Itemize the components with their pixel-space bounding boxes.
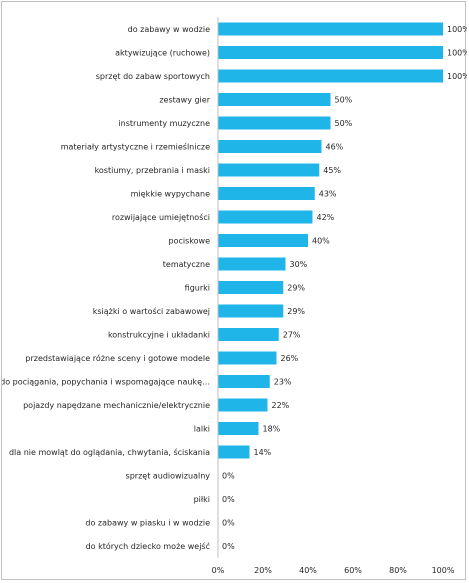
category-label: do których dziecko może wejść	[86, 541, 210, 551]
bars	[218, 22, 443, 459]
value-label: 23%	[274, 378, 292, 387]
category-label: do zabawy w piasku i w wodzie	[85, 519, 210, 528]
category-labels: do zabawy w wodzie aktywizujące (ruchowe)…	[2, 25, 211, 551]
x-tick-labels: 0% 20% 40% 60% 80% 100%	[212, 566, 455, 575]
category-label: lalki	[194, 425, 210, 434]
x-tick-label: 60%	[344, 566, 362, 575]
category-label: dla nie mowląt do oglądania, chwytania, …	[9, 447, 210, 457]
category-label: instrumenty muzyczne	[118, 119, 210, 128]
value-label: 0%	[222, 472, 235, 481]
category-label: konstrukcyjne i układanki	[108, 331, 210, 340]
value-label: 0%	[222, 519, 235, 528]
category-label: kostiumy, przebrania i maski	[95, 166, 210, 175]
bar	[218, 116, 331, 130]
value-label: 100%	[447, 25, 467, 34]
value-label: 26%	[281, 354, 299, 363]
bar	[218, 234, 308, 247]
category-label: tematyczne	[163, 260, 210, 269]
value-label: 50%	[335, 119, 353, 128]
bar	[218, 398, 268, 412]
bar	[218, 93, 331, 106]
category-label: aktywizujące (ruchowe)	[115, 49, 210, 58]
bar	[218, 351, 277, 365]
value-label: 22%	[272, 401, 290, 410]
bar	[218, 422, 259, 435]
bar	[218, 257, 286, 271]
x-tick-label: 0%	[212, 566, 225, 575]
value-label: 46%	[326, 143, 344, 152]
category-label: materiały artystyczne i rzemieślnicze	[61, 142, 210, 152]
value-label: 27%	[283, 331, 301, 340]
value-label: 30%	[290, 260, 308, 269]
category-label: figurki	[185, 284, 210, 293]
value-label: 100%	[447, 72, 467, 81]
value-label: 45%	[323, 166, 341, 175]
value-label: 14%	[254, 448, 272, 457]
category-label: piłki	[194, 495, 210, 504]
bar	[218, 281, 284, 294]
x-tick-label: 20%	[254, 566, 272, 575]
value-label: 29%	[287, 307, 305, 316]
bar	[218, 445, 250, 459]
category-label: książki o wartości zabawowej	[93, 306, 210, 316]
bar	[218, 140, 322, 153]
category-label: przedstawiające różne sceny i gotowe mod…	[25, 353, 210, 363]
category-label: do pociągania, popychania i wspomagające…	[2, 378, 210, 387]
bar	[218, 328, 279, 341]
value-label: 42%	[317, 213, 335, 222]
category-label: zestawy gier	[159, 96, 210, 105]
value-label: 40%	[312, 237, 330, 246]
category-label: pociskowe	[169, 237, 211, 246]
value-label: 0%	[222, 495, 235, 504]
value-label: 0%	[222, 542, 235, 551]
bar	[218, 210, 313, 224]
value-label: 29%	[287, 284, 305, 293]
category-label: rozwijające umiejętności	[112, 212, 210, 222]
value-label: 50%	[335, 96, 353, 105]
value-label: 100%	[447, 49, 467, 58]
category-label: sprzęt do zabaw sportowych	[96, 72, 210, 81]
bar	[218, 187, 315, 200]
x-tick-label: 80%	[389, 566, 407, 575]
x-tick-label: 100%	[432, 566, 455, 575]
category-label: pojazdy napędzane mechanicznie/elektrycz…	[23, 401, 210, 410]
bar	[218, 304, 284, 318]
value-label: 18%	[263, 425, 281, 434]
category-label: sprzęt audiowizualny	[126, 472, 211, 481]
bar	[218, 22, 443, 36]
bar	[218, 69, 443, 83]
bar	[218, 46, 443, 59]
value-label: 43%	[319, 190, 337, 199]
category-label: miękkie wypychane	[131, 190, 210, 199]
bar	[218, 163, 320, 177]
value-labels: 100% 100% 100% 50% 50% 46% 45% 43% 42% 40% 30% 29% 2…	[222, 25, 467, 551]
x-tick-label: 40%	[299, 566, 317, 575]
bar	[218, 375, 270, 388]
category-label: do zabawy w wodzie	[128, 25, 210, 34]
